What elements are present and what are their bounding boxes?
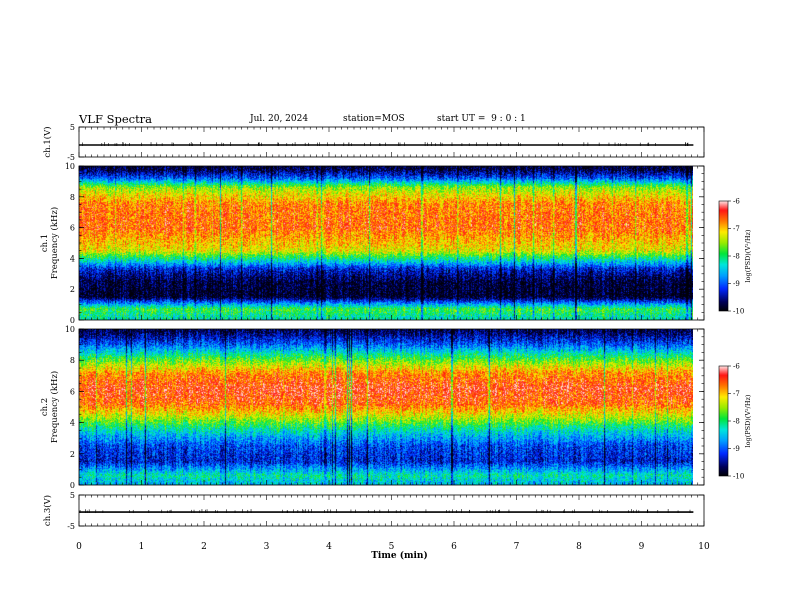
y-tick-label: 5: [70, 123, 75, 132]
chart-title: VLF Spectra: [79, 112, 153, 126]
x-tick-label: 1: [139, 542, 145, 552]
y-axis-label: Frequency (kHz): [49, 371, 60, 443]
colorbar-tick-label: -10: [733, 308, 744, 316]
y-tick-label: 2: [70, 285, 75, 294]
colorbar-tick-label: -7: [733, 390, 740, 398]
y-tick-label: 4: [70, 419, 75, 428]
y-axis-label: ch.1: [40, 234, 50, 252]
y-tick-label: 0: [70, 481, 75, 490]
colorbar-tick-label: -8: [733, 418, 740, 426]
date-label: Jul. 20, 2024: [250, 114, 309, 124]
y-tick-label: 5: [70, 491, 75, 500]
x-tick-label: 5: [389, 542, 395, 552]
x-tick-label: 2: [201, 542, 207, 552]
x-tick-label: 6: [451, 542, 457, 552]
y-tick-label: 6: [70, 387, 75, 396]
colorbar-tick-label: -6: [733, 363, 740, 371]
y-tick-label: 6: [70, 224, 75, 233]
x-axis-label: Time (min): [371, 550, 428, 561]
y-tick-label: -5: [67, 153, 75, 162]
y-axis-label: ch.3(V): [42, 495, 53, 526]
x-tick-label: 0: [76, 542, 82, 552]
x-tick-label: 3: [264, 542, 270, 552]
colorbar-tick-label: -7: [733, 225, 740, 233]
colorbar-image: [719, 366, 728, 476]
colorbar-label: log(PSD)(V²/Hz): [744, 394, 752, 447]
y-tick-label: 8: [70, 356, 75, 365]
y-axis-label: Frequency (kHz): [49, 207, 60, 279]
x-tick-label: 10: [698, 542, 710, 552]
colorbar-tick-label: -6: [733, 198, 740, 206]
x-tick-label: 7: [514, 542, 520, 552]
x-tick-label: 4: [326, 542, 332, 552]
colorbar-image: [719, 201, 728, 311]
x-tick-label: 8: [576, 542, 582, 552]
station-label: station=MOS: [343, 114, 405, 124]
y-tick-label: 10: [65, 325, 75, 334]
x-tick-label: 9: [639, 542, 645, 552]
spectrogram-image: [79, 329, 693, 485]
y-tick-label: 0: [70, 316, 75, 325]
start-time-label: start UT = 9 : 0 : 1: [437, 114, 526, 124]
y-tick-label: 8: [70, 193, 75, 202]
colorbar-tick-label: -10: [733, 473, 744, 481]
colorbar-tick-label: -8: [733, 253, 740, 261]
colorbar-tick-label: -9: [733, 280, 740, 288]
spectrogram-image: [79, 166, 693, 320]
colorbar-tick-label: -9: [733, 445, 740, 453]
y-tick-label: 2: [70, 450, 75, 459]
colorbar-label: log(PSD)(V²/Hz): [744, 229, 752, 282]
y-tick-label: 4: [70, 254, 75, 263]
y-axis-label: ch.1(V): [42, 126, 53, 157]
y-tick-label: -5: [67, 522, 75, 531]
y-axis-label: ch.2: [40, 398, 50, 416]
y-tick-label: 10: [65, 162, 75, 171]
